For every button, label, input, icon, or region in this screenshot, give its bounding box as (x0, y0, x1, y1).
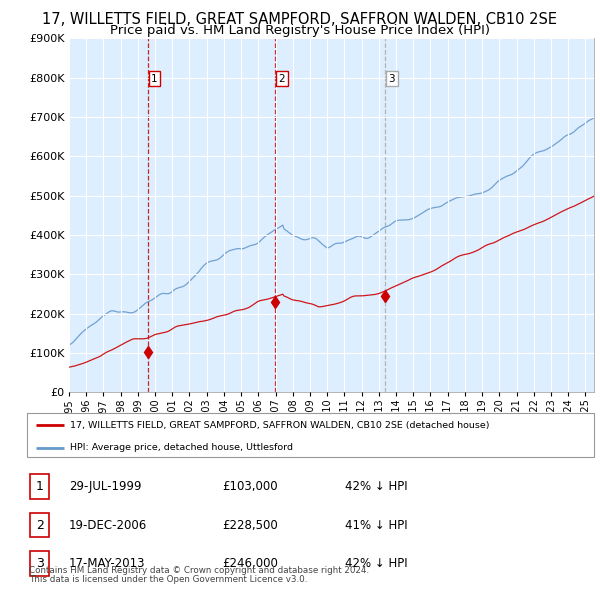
Text: This data is licensed under the Open Government Licence v3.0.: This data is licensed under the Open Gov… (29, 575, 307, 584)
Text: 41% ↓ HPI: 41% ↓ HPI (345, 519, 407, 532)
Text: 17-MAY-2013: 17-MAY-2013 (69, 557, 146, 570)
Text: 1: 1 (35, 480, 44, 493)
Text: £103,000: £103,000 (222, 480, 278, 493)
Text: 42% ↓ HPI: 42% ↓ HPI (345, 480, 407, 493)
Text: 19-DEC-2006: 19-DEC-2006 (69, 519, 147, 532)
Text: 42% ↓ HPI: 42% ↓ HPI (345, 557, 407, 570)
Text: £246,000: £246,000 (222, 557, 278, 570)
Text: 1: 1 (151, 74, 158, 84)
FancyBboxPatch shape (27, 413, 594, 457)
Text: 3: 3 (35, 557, 44, 570)
Text: 17, WILLETTS FIELD, GREAT SAMPFORD, SAFFRON WALDEN, CB10 2SE (detached house): 17, WILLETTS FIELD, GREAT SAMPFORD, SAFF… (70, 421, 489, 430)
Text: 17, WILLETTS FIELD, GREAT SAMPFORD, SAFFRON WALDEN, CB10 2SE: 17, WILLETTS FIELD, GREAT SAMPFORD, SAFF… (43, 12, 557, 27)
Text: 3: 3 (389, 74, 395, 84)
FancyBboxPatch shape (30, 474, 49, 499)
Text: Contains HM Land Registry data © Crown copyright and database right 2024.: Contains HM Land Registry data © Crown c… (29, 566, 369, 575)
Text: £228,500: £228,500 (222, 519, 278, 532)
FancyBboxPatch shape (30, 551, 49, 576)
Text: 2: 2 (35, 519, 44, 532)
Text: Price paid vs. HM Land Registry's House Price Index (HPI): Price paid vs. HM Land Registry's House … (110, 24, 490, 37)
Text: HPI: Average price, detached house, Uttlesford: HPI: Average price, detached house, Uttl… (70, 443, 293, 452)
Text: 2: 2 (278, 74, 285, 84)
Text: 29-JUL-1999: 29-JUL-1999 (69, 480, 142, 493)
FancyBboxPatch shape (30, 513, 49, 537)
